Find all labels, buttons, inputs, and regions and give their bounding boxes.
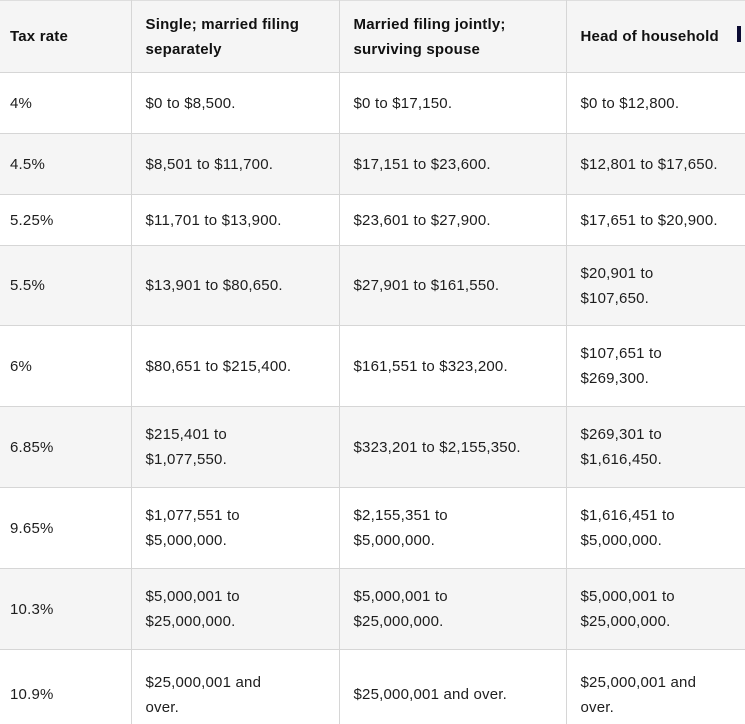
hoh-bracket-cell: $107,651 to $269,300. — [565, 325, 745, 407]
tax-rate-cell: 9.65% — [0, 487, 131, 569]
hoh-bracket-cell: $5,000,001 to $25,000,000. — [565, 568, 745, 650]
tax-rate-cell: 10.9% — [0, 649, 131, 724]
joint-bracket-cell: $17,151 to $23,600. — [338, 133, 566, 195]
table-row: 10.3% $5,000,001 to $25,000,000. $5,000,00… — [0, 568, 745, 650]
hoh-bracket-cell: $269,301 to $1,616,450. — [565, 406, 745, 488]
joint-bracket-cell: $0 to $17,150. — [338, 72, 566, 134]
column-header-head-of-household: Head of household — [565, 0, 745, 73]
hoh-bracket-cell: $17,651 to $20,900. — [565, 194, 745, 246]
single-bracket-cell: $215,401 to $1,077,550. — [130, 406, 339, 488]
table-row: 9.65% $1,077,551 to $5,000,000. $2,155,351… — [0, 487, 745, 569]
single-bracket-cell: $11,701 to $13,900. — [130, 194, 339, 246]
column-header-married-jointly: Married filing jointly; surviving spouse — [338, 0, 566, 73]
joint-bracket-cell: $25,000,001 and over. — [338, 649, 566, 724]
hoh-bracket-cell: $20,901 to $107,650. — [565, 245, 745, 326]
single-bracket-cell: $8,501 to $11,700. — [130, 133, 339, 195]
table-row: 6.85% $215,401 to $1,077,550. $323,201 to … — [0, 406, 745, 488]
text-caret-artifact — [737, 26, 741, 42]
tax-rate-cell: 6% — [0, 325, 131, 407]
joint-bracket-cell: $323,201 to $2,155,350. — [338, 406, 566, 488]
table-row: 10.9% $25,000,001 and over. $25,000,001 an… — [0, 649, 745, 724]
single-bracket-cell: $1,077,551 to $5,000,000. — [130, 487, 339, 569]
header-row: Tax rate Single; married filing separate… — [0, 0, 745, 73]
single-bracket-cell: $25,000,001 and over. — [130, 649, 339, 724]
tax-rate-cell: 6.85% — [0, 406, 131, 488]
hoh-bracket-cell: $25,000,001 and over. — [565, 649, 745, 724]
table-row: 5.25% $11,701 to $13,900. $23,601 to $27,9… — [0, 194, 745, 246]
hoh-bracket-cell: $0 to $12,800. — [565, 72, 745, 134]
single-bracket-cell: $80,651 to $215,400. — [130, 325, 339, 407]
tax-rate-cell: 10.3% — [0, 568, 131, 650]
table-row: 4.5% $8,501 to $11,700. $17,151 to $23,600… — [0, 133, 745, 195]
tax-rate-cell: 5.5% — [0, 245, 131, 326]
joint-bracket-cell: $23,601 to $27,900. — [338, 194, 566, 246]
single-bracket-cell: $13,901 to $80,650. — [130, 245, 339, 326]
tax-rate-cell: 4.5% — [0, 133, 131, 195]
tax-rate-cell: 4% — [0, 72, 131, 134]
single-bracket-cell: $0 to $8,500. — [130, 72, 339, 134]
table-header: Tax rate Single; married filing separate… — [0, 0, 745, 73]
single-bracket-cell: $5,000,001 to $25,000,000. — [130, 568, 339, 650]
joint-bracket-cell: $27,901 to $161,550. — [338, 245, 566, 326]
tax-rate-cell: 5.25% — [0, 194, 131, 246]
tax-table-body: 4% $0 to $8,500. $0 to $17,150. $0 to $12,8… — [0, 72, 745, 724]
column-header-single: Single; married filing separately — [130, 0, 339, 73]
table-row: 4% $0 to $8,500. $0 to $17,150. $0 to $12,8… — [0, 72, 745, 134]
joint-bracket-cell: $5,000,001 to $25,000,000. — [338, 568, 566, 650]
hoh-bracket-cell: $1,616,451 to $5,000,000. — [565, 487, 745, 569]
joint-bracket-cell: $161,551 to $323,200. — [338, 325, 566, 407]
table-row: 5.5% $13,901 to $80,650. $27,901 to $161,5… — [0, 245, 745, 326]
hoh-bracket-cell: $12,801 to $17,650. — [565, 133, 745, 195]
column-header-tax-rate: Tax rate — [0, 0, 131, 73]
table-row: 6% $80,651 to $215,400. $161,551 to $323,2… — [0, 325, 745, 407]
joint-bracket-cell: $2,155,351 to $5,000,000. — [338, 487, 566, 569]
